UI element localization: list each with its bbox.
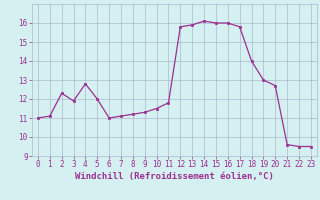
X-axis label: Windchill (Refroidissement éolien,°C): Windchill (Refroidissement éolien,°C) xyxy=(75,172,274,181)
